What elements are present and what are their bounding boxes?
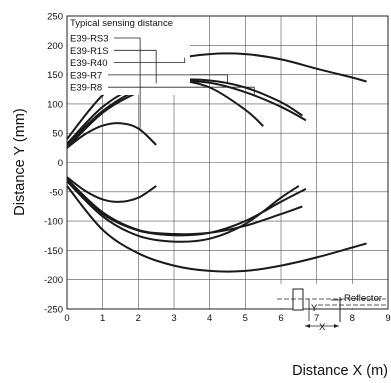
y-tick-label: 200 [47, 41, 63, 52]
series-0-lower-curve [66, 176, 157, 203]
series-2-lower-curve [66, 185, 367, 273]
legend-label-3: E39-R7 [70, 70, 102, 81]
x-tick-label: 6 [278, 313, 283, 324]
x-tick-label: 2 [136, 313, 141, 324]
legend-leader-0 [114, 37, 141, 131]
y-tick-label: -250 [44, 305, 63, 316]
x-tick-label: 1 [100, 313, 105, 324]
inset-x-arrowhead-left [305, 324, 310, 328]
legend-leader-3 [108, 74, 228, 84]
legend-leader-1 [114, 49, 157, 84]
series-3-upper-curve [66, 78, 303, 149]
plot-frame [66, 15, 389, 310]
y-tick-label: 150 [47, 70, 63, 81]
y-tick-label: 100 [47, 99, 63, 110]
x-tick-label: 5 [243, 313, 248, 324]
legend-leader-2 [114, 57, 186, 63]
x-tick-label: 3 [171, 313, 176, 324]
legend-title: Typical sensing distance [70, 18, 173, 29]
y-tick-label: -50 [49, 187, 63, 198]
reflector-inset: X Y Reflector [275, 284, 386, 333]
legend-label-0: E39-RS3 [70, 34, 109, 45]
y-tick-label: 0 [58, 158, 63, 169]
x-tick-label: 4 [207, 313, 212, 324]
legend-label-4: E39-R8 [70, 83, 102, 94]
inset-x-label: X [319, 322, 326, 333]
inset-y-label: Y [311, 303, 318, 314]
x-tick-label: 0 [64, 313, 69, 324]
y-tick-label: 50 [52, 129, 63, 140]
x-tick-label: 8 [350, 313, 355, 324]
reflector-label: Reflector [344, 293, 382, 304]
x-tick-label: 7 [314, 313, 319, 324]
series-1-lower-curve [66, 180, 300, 243]
series-4-lower-curve [66, 180, 307, 237]
x-axis-title: Distance X (m) [292, 363, 388, 379]
legend-label-2: E39-R40 [70, 58, 108, 69]
y-tick-label: -200 [44, 275, 63, 286]
reflector-box [292, 288, 304, 311]
y-tick-label: -100 [44, 217, 63, 228]
legend: Typical sensing distance E39-RS3E39-R1SE… [68, 17, 255, 131]
y-axis-title: Distance Y (mm) [12, 108, 28, 215]
x-tick-label: 9 [385, 313, 390, 324]
legend-label-1: E39-R1S [70, 46, 109, 57]
y-tick-label: 250 [47, 12, 63, 23]
y-tick-label: -150 [44, 246, 63, 257]
inset-x-arrowhead-right [334, 324, 339, 328]
tick-labels: 0 1 2 3 4 5 6 7 8 9 250 200 150 100 50 0 -50 -100 -150 -200… [44, 12, 391, 325]
legend-background [68, 17, 190, 95]
series-4-upper-curve [66, 80, 307, 146]
legend-leader-4 [108, 86, 255, 96]
